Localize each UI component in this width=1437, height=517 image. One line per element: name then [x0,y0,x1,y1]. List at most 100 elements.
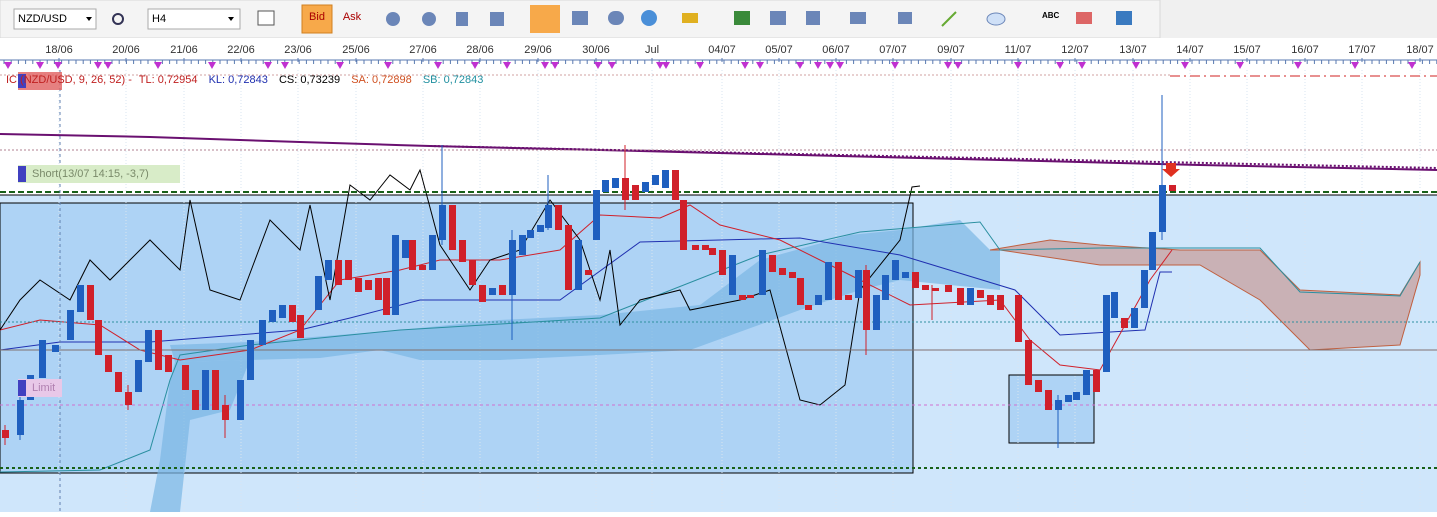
globe[interactable] [641,10,657,26]
time-label: 18/07 [1406,44,1434,56]
candle-body [77,285,84,312]
candle-body [87,285,94,320]
crosshair-button[interactable] [530,5,560,33]
text-tool[interactable]: ABC [1042,11,1060,20]
time-label: 15/07 [1233,44,1261,56]
zoom-out[interactable] [422,12,436,26]
candle-body [997,295,1004,310]
candle-body [1045,390,1052,410]
candle-body [797,278,804,305]
event-marker [1236,62,1244,69]
legend-sb: SB: 0,72843 [423,74,484,86]
note[interactable] [572,11,588,25]
candle-body [585,270,592,275]
limit-label-bg [18,379,62,397]
event-marker [471,62,479,69]
fan[interactable] [898,12,912,24]
candle-body [537,225,544,232]
candle-body [845,295,852,300]
candle-body [365,280,372,290]
time-label: 11/07 [1005,44,1032,56]
time-label: 28/06 [466,44,494,56]
symbol-select[interactable] [13,8,97,30]
candle-body [527,230,534,238]
event-marker [954,62,962,69]
bid-button[interactable] [301,4,333,34]
tools[interactable] [806,11,820,25]
event-marker [696,62,704,69]
ruler[interactable] [682,13,698,23]
cloud-bull [170,220,1000,362]
chart-type-button[interactable] [257,10,275,26]
candle-body [182,365,189,390]
event-marker [1408,62,1416,69]
candle-body [747,295,754,298]
eraser[interactable] [1076,12,1092,24]
event-marker [944,62,952,69]
ask-label[interactable]: Ask [343,11,362,23]
limit-label[interactable]: Limit [32,382,55,394]
cursor[interactable] [456,12,468,26]
candle-body [565,225,572,290]
candle-body [1015,295,1022,342]
candles [2,95,1176,448]
trendline[interactable] [941,11,957,27]
candle-body [2,430,9,438]
candle-body [355,278,362,292]
candle-body [967,288,974,305]
indicator-legend: IC (NZD/USD, 9, 26, 52) - TL: 0,72954 KL… [6,74,483,86]
zoom-box[interactable] [490,12,504,26]
candle-body [922,285,929,290]
picture[interactable] [734,11,750,25]
candle-body [1159,185,1166,232]
dropdown-arrow [228,17,234,21]
tree[interactable] [1116,11,1132,25]
event-marker [4,62,12,69]
candle-body [602,180,609,192]
lines[interactable] [850,12,866,24]
short-label-bg [18,165,180,183]
ellipse[interactable] [986,12,1006,26]
event-marker [1132,62,1140,69]
event-marker [36,62,44,69]
time-label: 18/06 [45,44,73,56]
candle-body [789,272,796,278]
candle-body [192,390,199,410]
short-label[interactable]: Short(13/07 14:15, -3,7) [32,168,149,180]
event-marker [656,62,664,69]
time-label: 29/06 [524,44,552,56]
candle-body [499,285,506,295]
candle-body [593,190,600,240]
event-marker [741,62,749,69]
candle-body [912,272,919,288]
legend-tl: TL: 0,72954 [139,74,198,86]
candle-body [945,285,952,292]
candle-body [759,250,766,295]
candle-body [202,370,209,410]
candle-body [873,295,880,330]
bid-label: Bid [309,11,325,23]
candle-body [155,330,162,370]
candle-body [672,170,679,200]
template[interactable] [770,11,786,25]
time-label: 12/07 [1061,44,1089,56]
candle-body [1055,400,1062,410]
refresh[interactable] [608,11,624,25]
candle-body [95,320,102,355]
zoom-in[interactable] [386,12,400,26]
candle-body [135,360,142,392]
candle-body [479,285,486,302]
link-button[interactable] [112,13,124,25]
event-marker [826,62,834,69]
candle-body [805,305,812,310]
candle-body [459,240,466,262]
chikou [0,168,921,406]
timeframe-select[interactable] [147,8,241,30]
candle-body [892,260,899,280]
legend-sa: SA: 0,72898 [351,74,412,86]
candle-body [409,240,416,270]
time-label: 04/07 [708,44,736,56]
time-label: Jul [645,44,659,56]
candle-body [835,262,842,300]
